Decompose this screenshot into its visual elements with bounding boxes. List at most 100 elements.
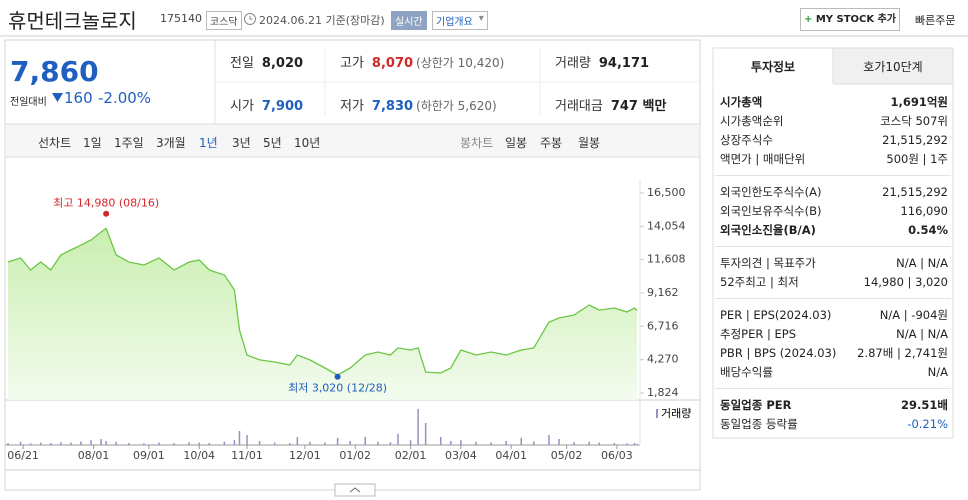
period-tab[interactable]: 1일 [83,136,102,150]
period-tab[interactable]: 1주일 [114,136,144,150]
volume-bar [424,423,427,445]
extreme-label: 최저 3,020 (12/28) [288,382,387,395]
side-separator [715,246,951,247]
volume-bar [7,443,9,445]
volume-bar [548,435,550,445]
volume-bar [588,441,590,445]
candle-tab[interactable]: 주봉 [540,136,563,150]
period-tab[interactable]: 1년 [199,136,218,150]
side-label: 액면가 | 매매단위 [720,152,806,166]
side-row: 시가총액 1,691억원 [720,93,948,111]
summary-item: 거래대금 747 백만 [555,95,666,114]
side-label: PER | EPS(2024.03) [720,308,832,322]
volume-bar [188,442,190,445]
summary-item: 거래량 94,171 [555,52,649,71]
volume-bar [296,437,299,445]
volume-bar [397,433,399,445]
change-pct: -2.00% [98,89,152,107]
summary-item: 저가 7,830 (하한가 5,620) [340,95,497,114]
side-tab[interactable]: 투자정보 [750,60,796,74]
stock-code: 175140 [160,12,202,25]
side-label: PBR | BPS (2024.03) [720,346,837,360]
side-label: 시가총액순위 [720,114,784,128]
volume-bar [409,440,412,445]
extreme-point [334,373,341,380]
realtime-badge[interactable]: 실시간 [391,11,427,30]
volume-bar [158,442,160,445]
volume-bar [450,441,452,445]
side-label: 시가총액 [720,95,763,109]
x-tick-label: 09/01 [133,449,165,462]
side-row: PBR | BPS (2024.03) 2.87배 | 2,741원 [720,344,948,362]
period-tab[interactable]: 10년 [294,136,321,150]
candle-chart-label[interactable]: 봉차트 [460,136,494,150]
x-tick-label: 11/01 [231,449,263,462]
side-row: PER | EPS(2024.03) N/A | -904원 [720,306,948,324]
volume-bar [558,439,560,445]
mystock-button[interactable]: + MY STOCK 추가 [800,8,900,31]
overview-label: 기업개요 [436,17,473,28]
volume-bar [233,440,236,445]
volume-bar [273,442,276,445]
volume-bar [70,442,72,445]
side-row: 외국인보유주식수(B) 116,090 [720,202,948,220]
side-value: -0.21% [907,417,948,431]
area [8,228,637,400]
date: 2024.06.21 기준(장마감) [259,14,385,27]
volume-bar [105,441,107,445]
summary-value: 94,171 [598,56,650,71]
summary-label: 거래대금 [555,99,603,114]
y-tick-label: 1,824 [647,386,679,399]
plus-icon: + [803,14,816,25]
side-row: 동일업종 등락률 -0.21% [720,415,948,433]
period-tab[interactable]: 3개월 [156,136,186,150]
volume-bar [100,439,102,445]
summary-value: 8,020 [261,56,304,71]
volume-bar [29,443,32,445]
line [7,227,638,376]
volume-bar [289,443,291,445]
summary-item: 고가 8,070 (상한가 10,420) [340,52,504,71]
tab-bar [4,123,701,158]
summary-value: 7,900 [261,99,304,114]
volume-bar [324,442,326,445]
side-row: 시가총액순위 코스닥 507위 [720,112,948,130]
candle-tab[interactable]: 일봉 [505,136,528,150]
volume-bar [246,435,248,445]
volume-bar [533,441,535,445]
clock-hands [249,16,253,20]
side-tab[interactable]: 호가10단계 [863,60,923,74]
summary-label: 거래량 [555,56,591,71]
summary-item: 전일 8,020 [230,52,303,71]
period-tab[interactable]: 5년 [263,136,282,150]
period-tab[interactable]: 3년 [232,136,251,150]
overview-button[interactable]: 기업개요 ▾ [432,11,488,30]
side-value: N/A | N/A [896,256,948,270]
x-tick-label: 06/21 [7,449,39,462]
volume-bar [505,441,507,445]
x-tick-label: 12/01 [289,449,321,462]
volume-legend: 거래량 [661,407,691,420]
summary-value: 7,830 [371,99,414,114]
x-tick-label: 01/02 [339,449,371,462]
candle-tab[interactable]: 월봉 [578,136,601,150]
volume-bar [389,442,392,445]
side-row: 투자의견 | 목표주가 N/A | N/A [720,254,948,272]
volume-bar [598,442,601,445]
side-value: N/A | N/A [896,327,948,341]
side-row: 외국인한도주식수(A) 21,515,292 [720,183,948,201]
volume-bar [309,441,311,445]
side-value: 0.54% [908,223,948,237]
side-row: 52주최고 | 최저 14,980 | 3,020 [720,273,948,291]
collapse-button[interactable] [334,483,376,497]
side-value: 2.87배 | 2,741원 [857,346,948,360]
volume-bar [128,443,130,445]
x-tick-label: 06/03 [601,449,633,462]
side-separator [715,175,951,176]
x-tick-label: 08/01 [78,449,110,462]
side-separator [715,388,951,389]
quick-order[interactable]: 빠른주문 [915,14,956,27]
side-label: 외국인보유주식수(B) [720,204,822,218]
line-chart-label[interactable]: 선차트 [38,136,72,150]
side-label: 상장주식수 [720,133,773,147]
